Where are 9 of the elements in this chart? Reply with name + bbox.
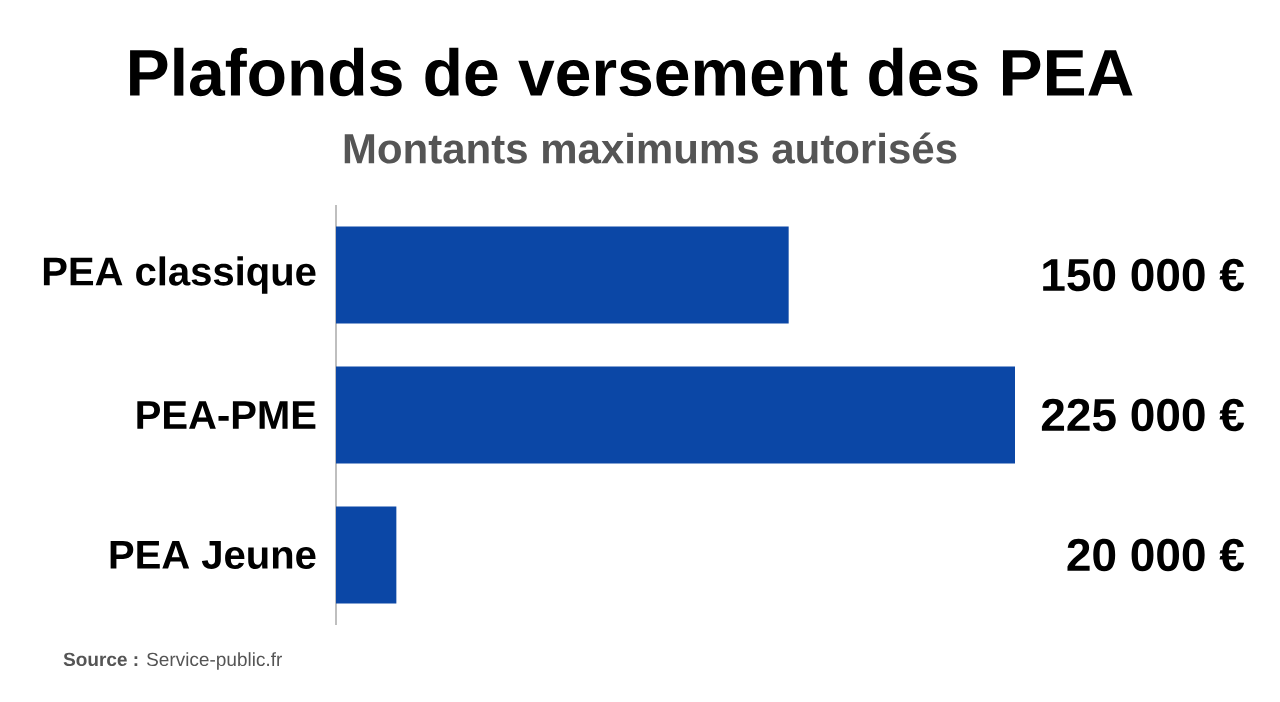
y-tick-label: PEA classique <box>43 256 316 294</box>
text: Source : Service-public.fr <box>63 652 283 670</box>
data-label: 225 000 € <box>1041 398 1245 432</box>
y-tick-label: PEA Jeune <box>110 541 316 569</box>
chart-title: Plafonds de versement des PEA <box>130 47 1133 97</box>
y-tick-label: PEA-PME <box>137 401 316 429</box>
chart-subtitle: Montants maximums autorisés <box>344 132 957 164</box>
data-label: 150 000 € <box>1043 258 1245 292</box>
data-label: 20 000 € <box>1067 538 1245 572</box>
